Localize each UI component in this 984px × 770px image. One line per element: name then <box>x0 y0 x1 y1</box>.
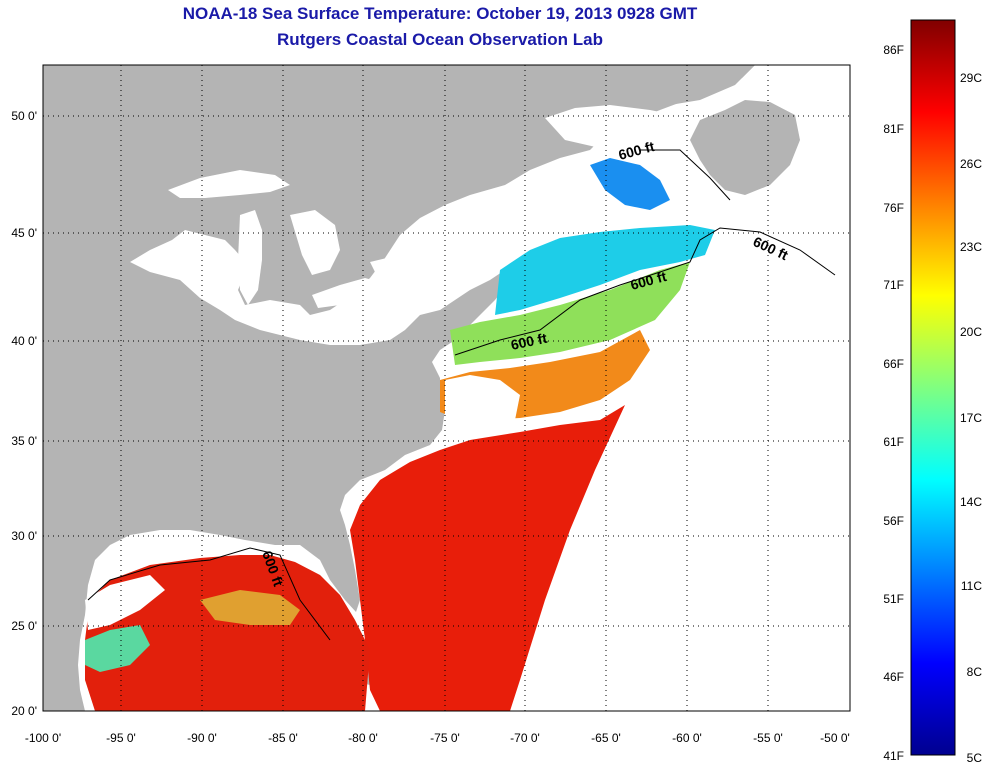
labrador-land <box>600 65 755 118</box>
colorbar-f-label: 46F <box>883 670 904 684</box>
newfoundland-land <box>690 100 800 195</box>
plot-frame <box>42 64 851 712</box>
colorbar-f-label: 56F <box>883 514 904 528</box>
sst-cool-cyan <box>495 225 715 315</box>
lon-axis: -100 0' -95 0' -90 0' -85 0' -80 0' -75 … <box>25 731 850 745</box>
sst-loop-current <box>200 590 300 625</box>
colorbar-f-label: 81F <box>883 122 904 136</box>
colorbar-f-label: 86F <box>883 43 904 57</box>
lon-label: -100 0' <box>25 731 61 745</box>
depth-contour-600ft <box>87 149 836 641</box>
lake-ontario <box>370 255 420 272</box>
lake-superior <box>168 170 290 198</box>
map-title: NOAA-18 Sea Surface Temperature: October… <box>182 4 698 23</box>
lon-label: -75 0' <box>430 731 460 745</box>
lat-label: 20 0' <box>11 704 37 718</box>
colorbar-c-labels: 29C 26C 23C 20C 17C 14C 11C 8C 5C <box>960 71 982 765</box>
lon-label: -95 0' <box>106 731 136 745</box>
colorbar-c-label: 11C <box>961 579 982 593</box>
cloud-patch-midatlantic <box>445 375 520 440</box>
colorbar-f-labels: 86F 81F 76F 71F 66F 61F 56F 51F 46F 41F <box>883 43 904 763</box>
colorbar-f-label: 61F <box>883 435 904 449</box>
colorbar-c-label: 8C <box>967 665 983 679</box>
contour-label: 600 ft <box>509 330 548 353</box>
lat-label: 30 0' <box>11 529 37 543</box>
lat-label: 35 0' <box>11 434 37 448</box>
colorbar-c-label: 5C <box>967 751 983 765</box>
lat-label: 50 0' <box>11 109 37 123</box>
lon-label: -65 0' <box>591 731 621 745</box>
lon-label: -85 0' <box>268 731 298 745</box>
no-data-swath <box>515 225 850 711</box>
colorbar-c-label: 14C <box>960 495 982 509</box>
map-subtitle: Rutgers Coastal Ocean Observation Lab <box>277 30 603 49</box>
lon-label: -55 0' <box>753 731 783 745</box>
colorbar-f-label: 76F <box>883 201 904 215</box>
sst-mid-green <box>450 262 690 365</box>
lon-label: -60 0' <box>672 731 702 745</box>
lake-huron <box>290 210 340 275</box>
colorbar-f-label: 41F <box>883 749 904 763</box>
colorbar-c-label: 26C <box>960 157 982 171</box>
lat-label: 40 0' <box>11 334 37 348</box>
colorbar-f-label: 51F <box>883 592 904 606</box>
lat-label: 45 0' <box>11 226 37 240</box>
sst-shelf-cool <box>85 625 150 672</box>
sst-warm-atlantic <box>350 405 625 711</box>
lon-label: -80 0' <box>348 731 378 745</box>
cloud-patch-gulf <box>85 575 165 630</box>
sst-gulf-stlawrence <box>590 158 670 210</box>
colorbar <box>910 19 956 756</box>
north-america-land <box>43 65 755 711</box>
lat-axis: 20 0' 25 0' 30 0' 35 0' 40 0' 45 0' 50 0… <box>11 109 37 718</box>
lake-michigan <box>238 210 262 305</box>
lon-label: -90 0' <box>187 731 217 745</box>
colorbar-f-label: 71F <box>883 278 904 292</box>
colorbar-c-label: 23C <box>960 240 982 254</box>
lon-label: -50 0' <box>820 731 850 745</box>
colorbar-c-label: 29C <box>960 71 982 85</box>
lat-label: 25 0' <box>11 619 37 633</box>
lon-label: -70 0' <box>510 731 540 745</box>
colorbar-c-label: 20C <box>960 325 982 339</box>
colorbar-c-label: 17C <box>960 411 982 425</box>
colorbar-f-label: 66F <box>883 357 904 371</box>
